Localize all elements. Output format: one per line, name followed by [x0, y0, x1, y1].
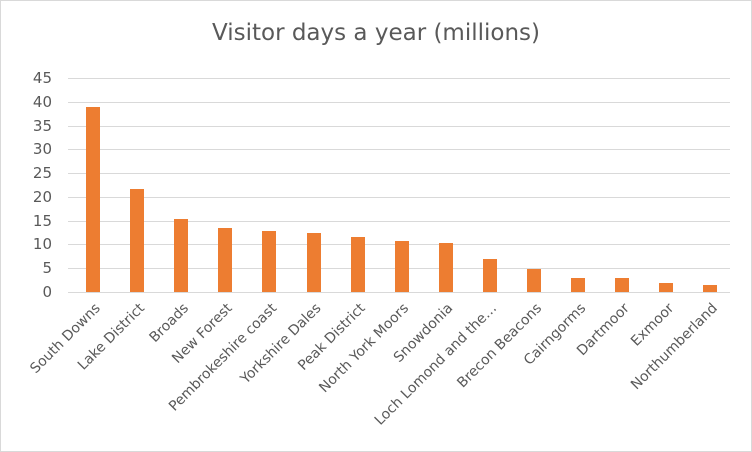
- bar[interactable]: [703, 284, 718, 292]
- y-tick-label: 5: [42, 259, 52, 278]
- y-tick-label: 10: [32, 235, 52, 254]
- bar[interactable]: [482, 259, 497, 292]
- y-tick-label: 40: [32, 92, 52, 111]
- gridline: [68, 196, 730, 198]
- y-tick-label: 20: [32, 187, 52, 206]
- bar[interactable]: [394, 241, 409, 292]
- y-tick-label: 35: [32, 116, 52, 135]
- bar[interactable]: [86, 106, 100, 292]
- y-tick-label: 25: [32, 164, 52, 183]
- y-tick-label: 15: [32, 211, 52, 230]
- gridline: [68, 78, 730, 79]
- bar[interactable]: [130, 189, 145, 292]
- bar[interactable]: [218, 228, 233, 292]
- bar[interactable]: [659, 282, 674, 292]
- bar[interactable]: [571, 277, 586, 292]
- gridline: [68, 220, 730, 222]
- bar[interactable]: [174, 219, 189, 292]
- gridline: [68, 173, 730, 175]
- bar[interactable]: [438, 243, 453, 292]
- bar[interactable]: [306, 233, 321, 292]
- gridline: [68, 292, 730, 293]
- gridline: [68, 101, 730, 103]
- y-tick-label: 0: [42, 283, 52, 301]
- bar[interactable]: [527, 268, 541, 292]
- bar[interactable]: [262, 231, 277, 292]
- chart-title: Visitor days a year (millions): [211, 20, 541, 46]
- y-tick-label: 30: [32, 140, 52, 159]
- bar[interactable]: [350, 236, 365, 292]
- bar[interactable]: [615, 277, 630, 292]
- gridline: [68, 149, 730, 151]
- gridline: [68, 125, 730, 127]
- y-tick-label: 45: [32, 69, 52, 87]
